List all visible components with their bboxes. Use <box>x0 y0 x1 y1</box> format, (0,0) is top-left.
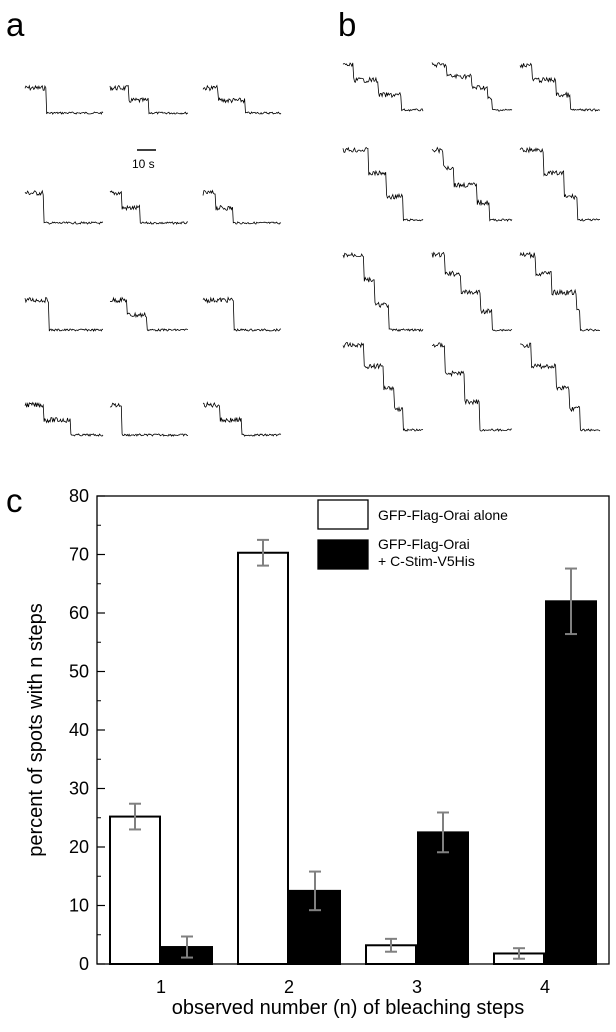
panel-a-traces <box>24 84 282 437</box>
scale-bar: 10 s <box>132 149 156 171</box>
x-tick-label: 3 <box>412 977 422 997</box>
panel-b-traces <box>342 62 601 432</box>
y-tick-label: 20 <box>69 837 89 857</box>
trace-b-4 <box>342 146 424 222</box>
trace-b-3 <box>519 62 601 112</box>
legend-label-stim-line2: + C-Stim-V5His <box>378 553 475 569</box>
trace-b-6 <box>519 146 601 222</box>
trace-a-3 <box>202 84 282 115</box>
trace-a-12 <box>202 401 282 437</box>
trace-b-5 <box>431 146 513 222</box>
legend-label-alone: GFP-Flag-Orai alone <box>378 507 508 523</box>
trace-b-10 <box>342 341 424 432</box>
trace-a-8 <box>109 296 189 332</box>
trace-b-7 <box>342 252 424 333</box>
y-tick-label: 10 <box>69 896 89 916</box>
y-tick-label: 70 <box>69 545 89 565</box>
x-axis-label: observed number (n) of bleaching steps <box>172 997 524 1019</box>
trace-b-9 <box>519 251 601 332</box>
y-tick-label: 30 <box>69 779 89 799</box>
error-bars <box>129 538 577 960</box>
y-tick-label: 60 <box>69 603 89 623</box>
legend: GFP-Flag-Orai alone GFP-Flag-Orai + C-St… <box>317 499 508 570</box>
x-axis-ticks: 1 2 3 4 <box>156 956 550 997</box>
trace-b-8 <box>431 251 513 332</box>
y-axis-ticks: 0 10 20 30 40 50 60 70 80 <box>69 486 105 974</box>
legend-swatch-alone <box>317 499 369 530</box>
x-tick-label: 4 <box>540 977 550 997</box>
x-tick-label: 1 <box>156 977 166 997</box>
trace-a-7 <box>24 296 103 332</box>
trace-a-9 <box>202 296 282 332</box>
trace-b-1 <box>342 62 424 112</box>
bar-alone-2 <box>237 551 289 965</box>
bar-alone-1 <box>109 815 161 966</box>
trace-b-11 <box>431 342 513 432</box>
y-tick-label: 50 <box>69 662 89 682</box>
trace-a-10 <box>24 401 104 437</box>
bar-stim-4 <box>545 600 597 965</box>
trace-b-2 <box>431 62 513 112</box>
scale-bar-label: 10 s <box>132 157 155 171</box>
panel-b-label: b <box>338 6 356 43</box>
panel-a-label: a <box>6 6 25 43</box>
y-tick-label: 40 <box>69 720 89 740</box>
y-tick-label: 0 <box>79 954 89 974</box>
trace-a-11 <box>109 402 189 437</box>
plot-frame <box>96 495 610 965</box>
trace-a-5 <box>109 190 188 225</box>
legend-swatch-stim <box>317 539 369 570</box>
panel-c-label: c <box>6 482 23 519</box>
trace-b-12 <box>520 342 601 432</box>
trace-a-6 <box>202 189 282 225</box>
trace-a-4 <box>24 189 104 225</box>
y-tick-label: 80 <box>69 486 89 506</box>
trace-a-2 <box>109 85 189 115</box>
y-axis-label: percent of spots with n steps <box>25 603 47 856</box>
bars <box>109 551 597 966</box>
x-tick-label: 2 <box>284 977 294 997</box>
legend-label-stim-line1: GFP-Flag-Orai <box>378 536 470 552</box>
trace-a-1 <box>24 84 104 115</box>
bar-chart: 0 10 20 30 40 50 60 70 80 1 2 3 4 percent of spots … <box>25 486 610 1019</box>
legend-label-stim: GFP-Flag-Orai + C-Stim-V5His <box>378 536 475 569</box>
